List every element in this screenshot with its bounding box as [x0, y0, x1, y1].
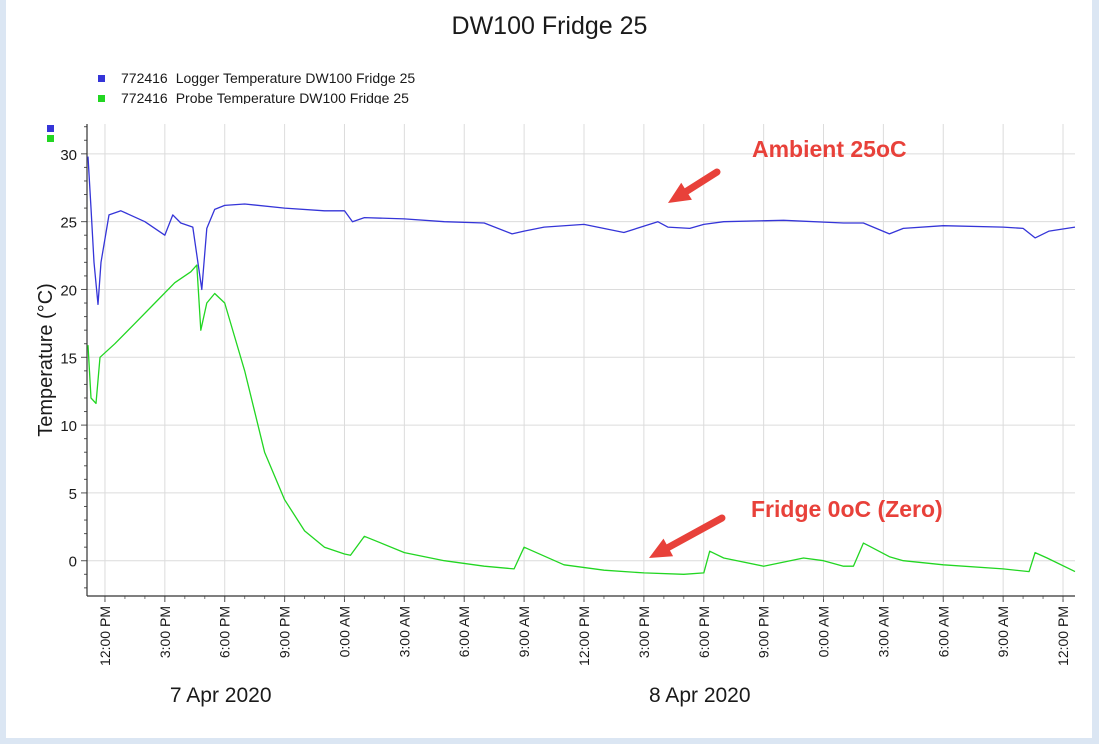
axes	[81, 124, 1075, 602]
x-tick-label-5: 3:00 AM	[396, 606, 412, 657]
y-tick-label-20: 20	[60, 282, 77, 299]
x-tick-label-0: 12:00 PM	[97, 606, 113, 666]
x-tick-label-9: 3:00 PM	[636, 606, 652, 658]
arrow-fridge	[649, 514, 726, 558]
legend-swatch-probe	[98, 95, 105, 102]
date-label-1: 8 Apr 2020	[649, 684, 751, 707]
y-tick-label-10: 10	[60, 418, 77, 435]
x-tick-label-1: 3:00 PM	[157, 606, 173, 658]
series-line-probe	[87, 264, 1076, 575]
x-tick-label-13: 3:00 AM	[875, 606, 891, 657]
arrow-ambient-shaft	[683, 168, 721, 195]
y-tick-label-30: 30	[60, 147, 77, 164]
series-marker-logger	[47, 125, 54, 132]
legend-swatch-logger	[98, 75, 105, 82]
x-tick-label-2: 6:00 PM	[217, 606, 233, 658]
arrow-fridge-head	[649, 538, 674, 558]
series-line-logger	[87, 156, 1076, 306]
chart-frame	[6, 0, 1092, 738]
x-tick-label-8: 12:00 PM	[576, 606, 592, 666]
annotation-fridge: Fridge 0oC (Zero)	[751, 496, 943, 522]
y-tick-label-25: 25	[60, 215, 77, 232]
y-axis-label: Temperature (°C)	[35, 283, 57, 437]
legend-item-logger: 772416 Logger Temperature DW100 Fridge 25	[98, 70, 415, 86]
annotation-ambient: Ambient 25oC	[752, 136, 907, 162]
annotation-arrows	[649, 168, 726, 558]
date-label-0: 7 Apr 2020	[170, 684, 272, 707]
tick-labels: 0 5 10 15 20 25 30 12:00 PM 3:00 PM 6:00 PM 9:00 P…	[60, 147, 1071, 707]
x-tick-label-10: 6:00 PM	[696, 606, 712, 658]
series-lines	[87, 156, 1076, 575]
y-tick-label-15: 15	[60, 350, 77, 367]
y-tick-label-5: 5	[69, 486, 77, 503]
arrow-ambient-head	[668, 182, 692, 203]
x-tick-label-16: 12:00 PM	[1055, 606, 1071, 666]
x-tick-label-3: 9:00 PM	[277, 606, 293, 658]
legend-label-logger: Logger Temperature DW100 Fridge 25	[175, 70, 416, 86]
gridlines	[87, 124, 1075, 596]
x-tick-label-12: 0:00 AM	[816, 606, 832, 657]
x-tick-label-4: 0:00 AM	[336, 606, 352, 657]
legend-label-probe: Probe Temperature DW100 Fridge 25	[175, 90, 409, 104]
x-tick-label-15: 9:00 AM	[995, 606, 1011, 657]
x-tick-label-14: 6:00 AM	[935, 606, 951, 657]
legend-id-probe: 772416	[121, 90, 168, 104]
series-marker-probe	[47, 135, 54, 142]
legend-id-logger: 772416	[121, 70, 168, 86]
x-tick-label-7: 9:00 AM	[516, 606, 532, 657]
arrow-fridge-shaft	[664, 514, 726, 551]
chart-title: DW100 Fridge 25	[451, 12, 648, 40]
x-tick-label-11: 9:00 PM	[756, 606, 772, 658]
y-tick-label-0: 0	[69, 554, 77, 571]
legend-item-probe: 772416 Probe Temperature DW100 Fridge 25	[98, 90, 409, 104]
x-tick-label-6: 6:00 AM	[456, 606, 472, 657]
series-markers	[47, 125, 54, 142]
arrow-ambient	[668, 168, 721, 203]
